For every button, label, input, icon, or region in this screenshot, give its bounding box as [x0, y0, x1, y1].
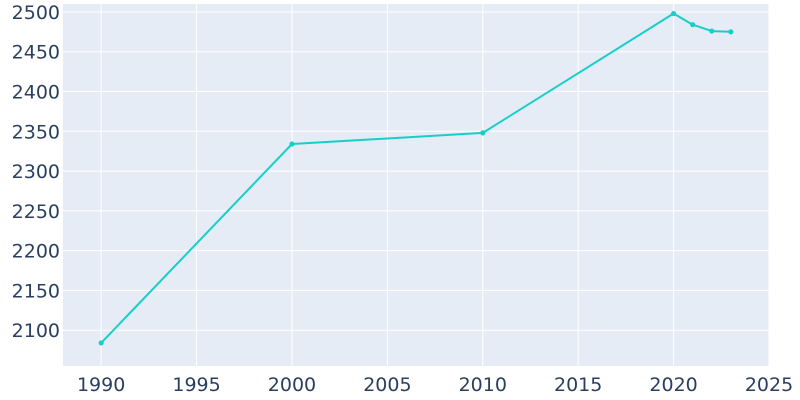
- x-tick-label: 2005: [363, 374, 411, 396]
- y-tick-label: 2150: [12, 280, 60, 302]
- x-tick-label: 1995: [172, 374, 220, 396]
- y-grid: [63, 11, 769, 331]
- y-tick-label: 2250: [12, 201, 60, 223]
- y-tick-label: 2400: [12, 82, 60, 104]
- x-tick-label: 2020: [649, 374, 697, 396]
- x-axis-ticks: 1990 1995 2000 2005 2010 2015 2020 2025: [77, 374, 793, 396]
- data-point: [709, 28, 715, 34]
- x-tick-label: 2025: [745, 374, 793, 396]
- x-tick-label: 2015: [554, 374, 602, 396]
- y-tick-label: 2450: [12, 42, 60, 64]
- y-tick-label: 2100: [12, 320, 60, 342]
- data-point: [480, 130, 486, 136]
- data-point: [690, 22, 696, 28]
- data-point: [289, 141, 295, 147]
- x-tick-label: 2010: [459, 374, 507, 396]
- y-tick-label: 2300: [12, 161, 60, 183]
- y-axis-ticks: 2100 2150 2200 2250 2300 2350 2400 2450 2500: [12, 2, 60, 342]
- x-grid: [100, 4, 770, 366]
- data-point: [670, 10, 677, 17]
- x-tick-label: 1990: [77, 374, 125, 396]
- y-tick-label: 2350: [12, 121, 60, 143]
- y-tick-label: 2500: [12, 2, 60, 24]
- series-group: [98, 10, 734, 346]
- plot-area: [63, 4, 769, 366]
- data-point: [728, 29, 734, 35]
- y-tick-label: 2200: [12, 241, 60, 263]
- x-tick-label: 2000: [268, 374, 316, 396]
- data-point: [98, 340, 104, 346]
